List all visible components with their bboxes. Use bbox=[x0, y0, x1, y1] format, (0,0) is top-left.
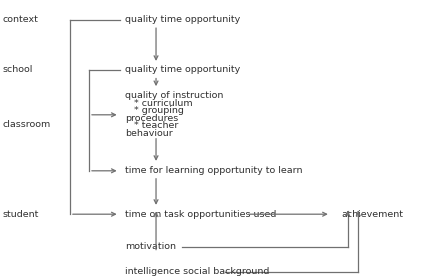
Text: motivation: motivation bbox=[125, 242, 176, 251]
Text: * teacher: * teacher bbox=[125, 121, 179, 130]
Text: * grouping: * grouping bbox=[125, 106, 184, 115]
Text: classroom: classroom bbox=[2, 120, 50, 129]
Text: context: context bbox=[2, 15, 38, 24]
Text: quality time opportunity: quality time opportunity bbox=[125, 15, 240, 24]
Text: behaviour: behaviour bbox=[125, 129, 173, 137]
Text: quality time opportunity: quality time opportunity bbox=[125, 66, 240, 74]
Text: time for learning opportunity to learn: time for learning opportunity to learn bbox=[125, 166, 303, 175]
Text: * curriculum: * curriculum bbox=[125, 99, 192, 108]
Text: quality of instruction: quality of instruction bbox=[125, 91, 223, 100]
Text: procedures: procedures bbox=[125, 114, 179, 123]
Text: intelligence social background: intelligence social background bbox=[125, 267, 270, 276]
Text: achievement: achievement bbox=[341, 210, 403, 219]
Text: time on task opportunities used: time on task opportunities used bbox=[125, 210, 276, 219]
Text: school: school bbox=[2, 66, 33, 74]
Text: student: student bbox=[2, 210, 39, 219]
